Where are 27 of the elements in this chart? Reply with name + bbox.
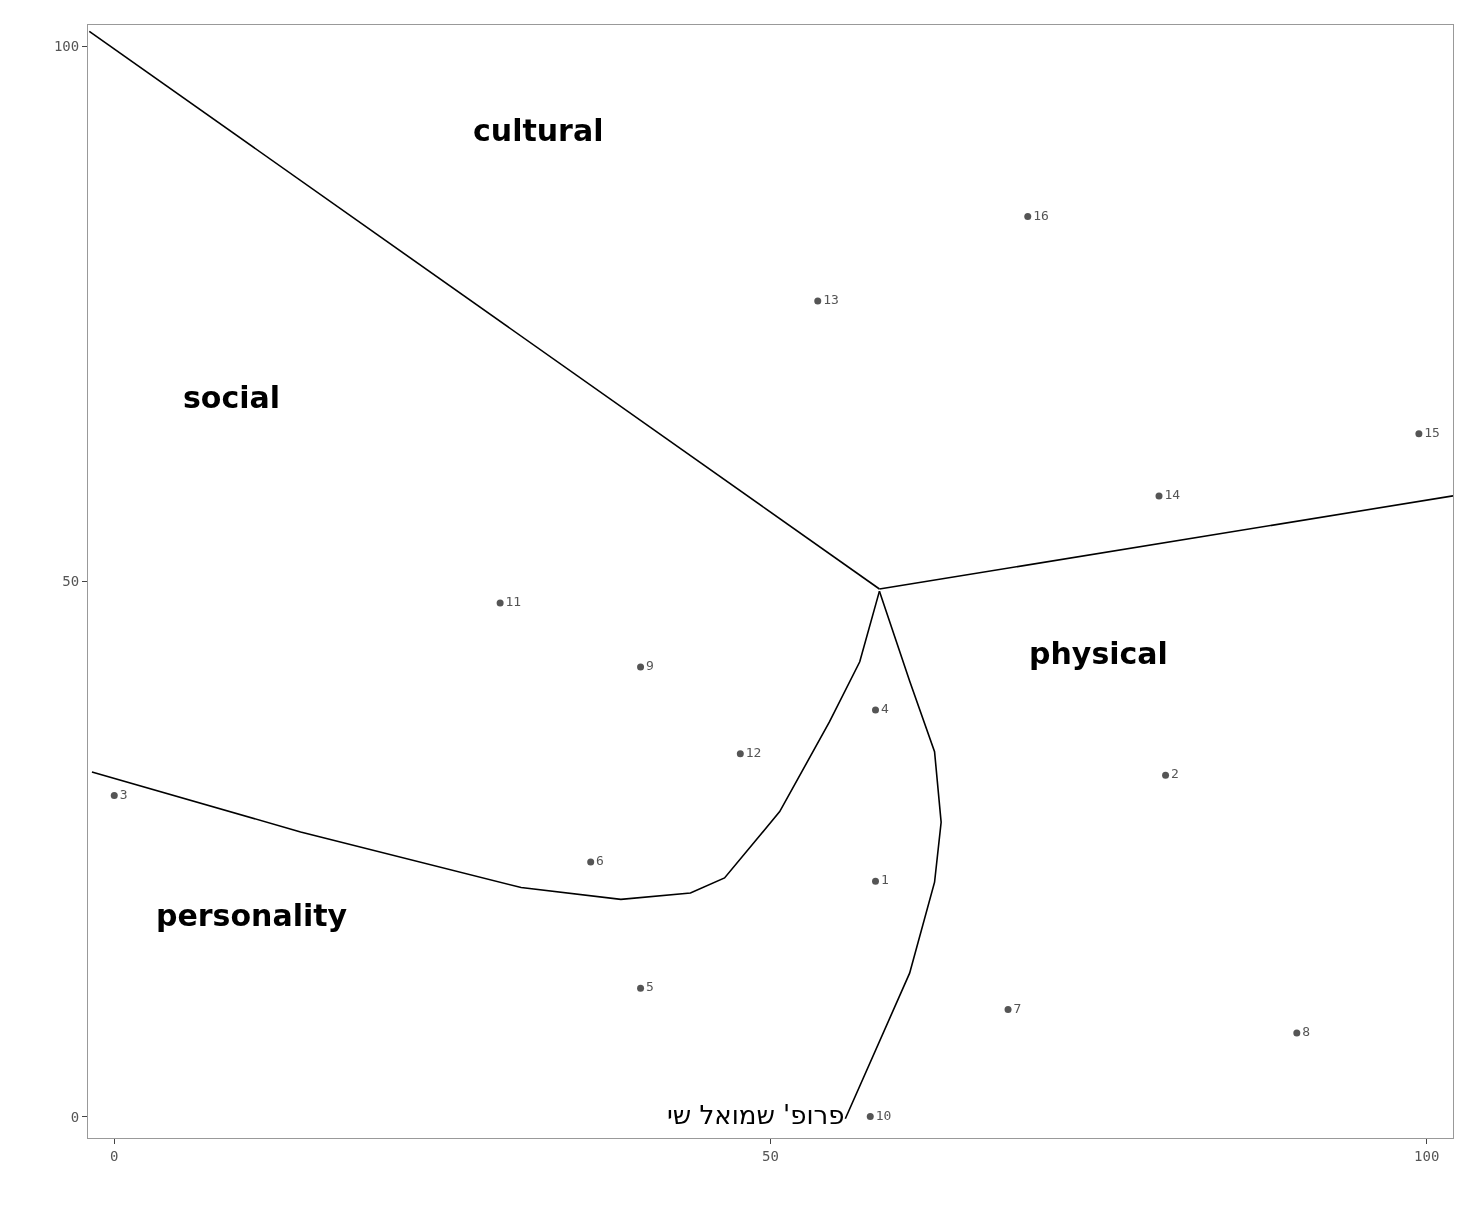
x-tick-label: 100 (1414, 1147, 1440, 1164)
annotation: physical (1029, 636, 1168, 671)
series-label: 12 (745, 745, 762, 761)
x-tick-label: 50 (762, 1147, 779, 1164)
annotation: פרופ' שמואל שי (667, 1100, 845, 1130)
series-label: 8 (1302, 1024, 1311, 1040)
x-tick-label: 0 (110, 1147, 119, 1164)
series-label: 15 (1424, 425, 1440, 441)
y-tick-label: 50 (62, 573, 80, 590)
series-label: 7 (1013, 1000, 1022, 1016)
series-label: 3 (119, 786, 128, 802)
annotation: social (183, 380, 281, 415)
series-label: 2 (1170, 766, 1179, 782)
series-label: 11 (505, 594, 522, 610)
series-label: 5 (645, 979, 654, 995)
y-tick-label: 100 (53, 38, 80, 55)
series-label: 13 (823, 292, 839, 308)
annotation: cultural (473, 113, 604, 148)
series-label: 6 (596, 853, 604, 869)
series-label: 16 (1033, 207, 1049, 223)
series-label: 10 (875, 1107, 892, 1123)
series-label: 4 (880, 701, 889, 717)
series-label: 9 (645, 658, 654, 674)
y-tick-label: 0 (70, 1108, 80, 1125)
series-label: 14 (1164, 487, 1181, 503)
annotation: personality (156, 898, 348, 933)
series-label: 1 (880, 872, 889, 888)
